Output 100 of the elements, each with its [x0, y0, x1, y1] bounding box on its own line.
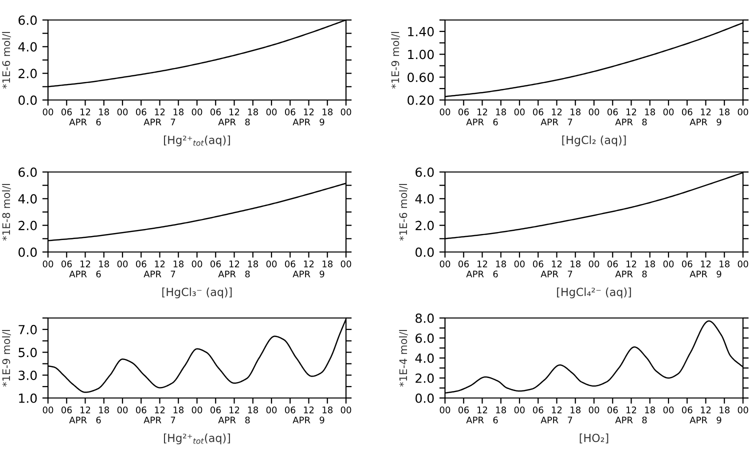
x-tick-label: 00 — [117, 406, 128, 414]
x-tick-label: 18 — [645, 108, 655, 116]
x-tick-label: 18 — [645, 260, 655, 268]
y-tick-label: 0.0 — [18, 95, 37, 105]
x-tick-label: 06 — [607, 108, 618, 116]
y-tick-label: 0.0 — [416, 393, 434, 403]
x-tick-label: 18 — [645, 406, 655, 414]
y-tick-label: 2.0 — [416, 373, 434, 383]
x-tick-label: 06 — [607, 406, 618, 414]
y-tick-label: 2.0 — [18, 220, 37, 230]
x-tick-label: 00 — [514, 260, 525, 268]
x-tick-label: 18 — [248, 406, 258, 414]
x-tick-label: 00 — [266, 260, 277, 268]
y-tick-label: 6.0 — [18, 167, 37, 177]
x-tick-label: 00 — [514, 108, 525, 116]
y-tick-label: 4.0 — [415, 353, 434, 363]
x-tick-label: 18 — [720, 108, 730, 116]
x-tick-label: 00 — [663, 108, 674, 116]
x-tick-label: 06 — [532, 108, 544, 116]
x-tick-label: 18 — [174, 406, 184, 414]
x-tick-label: 06 — [284, 108, 296, 116]
x-tick-label: 06 — [458, 406, 469, 414]
x-tick-label: 18 — [99, 406, 109, 414]
x-tick-label: 00 — [440, 108, 450, 116]
y-axis-title: *1E-9 mol/l — [391, 32, 400, 89]
x-tick-label: 06 — [682, 406, 692, 414]
x-axis-title: [HgCl₄²⁻ (aq)] — [557, 288, 631, 298]
x-tick-label: 18 — [496, 108, 506, 116]
y-tick-label: 0.0 — [18, 247, 37, 257]
y-tick-label: 0.20 — [408, 95, 434, 105]
y-axis-title: *1E-8 mol/l — [2, 184, 11, 241]
x-tick-label: 18 — [720, 260, 730, 268]
x-tick-label: 18 — [322, 260, 332, 268]
x-tick-label: 00 — [738, 260, 748, 268]
x-tick-label: 18 — [570, 260, 580, 268]
x-tick-label: 06 — [210, 406, 221, 414]
x-tick-label: 06 — [532, 260, 544, 268]
y-tick-label: 0.60 — [408, 72, 434, 82]
x-tick-label: 18 — [322, 108, 332, 116]
x-tick-label: 06 — [682, 260, 692, 268]
x-tick-label: 06 — [61, 406, 72, 414]
x-tick-label: 06 — [284, 260, 296, 268]
y-axis-title: *1E-9 mol/l — [2, 330, 11, 387]
x-axis-title: [HgCl₂ (aq)] — [562, 136, 626, 146]
x-tick-label: 00 — [192, 406, 202, 414]
y-tick-label: 8.0 — [416, 313, 434, 323]
x-tick-label: 06 — [136, 260, 146, 268]
y-tick-label: 1.0 — [19, 393, 37, 403]
y-tick-label: 2.0 — [416, 220, 434, 230]
x-tick-label: 06 — [458, 108, 469, 116]
y-tick-label: 5.0 — [18, 348, 37, 358]
x-tick-label: 00 — [266, 406, 277, 414]
y-tick-label: 6.0 — [416, 333, 434, 343]
x-tick-label: 18 — [174, 108, 184, 116]
x-tick-label: 18 — [570, 108, 580, 116]
x-tick-label: 00 — [192, 260, 202, 268]
x-tick-label: 00 — [117, 260, 128, 268]
x-tick-label: 06 — [210, 108, 221, 116]
x-tick-label: 00 — [588, 406, 600, 414]
y-tick-label: 0.0 — [416, 247, 434, 257]
x-tick-label: 00 — [440, 406, 450, 414]
x-tick-label: 00 — [588, 108, 600, 116]
x-tick-label: 06 — [61, 108, 72, 116]
x-tick-label: 18 — [174, 260, 184, 268]
y-tick-label: 7.0 — [18, 324, 37, 334]
x-tick-label: 18 — [99, 260, 109, 268]
y-axis-title: *1E-6 mol/l — [399, 184, 408, 241]
x-tick-label: 06 — [61, 260, 72, 268]
x-tick-label: 06 — [682, 108, 692, 116]
x-tick-label: 18 — [570, 406, 580, 414]
y-tick-label: 1.00 — [408, 50, 434, 60]
x-tick-label: 00 — [663, 260, 674, 268]
x-tick-label: 18 — [248, 108, 258, 116]
x-tick-label: 00 — [440, 260, 450, 268]
y-tick-label: 6.0 — [416, 167, 434, 177]
x-tick-label: 00 — [340, 260, 352, 268]
x-tick-label: 18 — [248, 260, 258, 268]
x-tick-label: 06 — [136, 108, 146, 116]
y-tick-label: 6.0 — [18, 15, 37, 25]
x-tick-label: 00 — [588, 260, 600, 268]
x-tick-label: 06 — [284, 406, 296, 414]
y-axis-title: *1E-4 mol/l — [399, 330, 408, 387]
x-tick-label: 18 — [322, 406, 332, 414]
y-tick-label: 4.0 — [18, 42, 37, 52]
x-tick-label: 18 — [99, 108, 109, 116]
y-tick-label: 2.0 — [18, 68, 37, 78]
x-tick-label: 06 — [136, 406, 146, 414]
x-tick-label: 06 — [210, 260, 221, 268]
x-tick-label: 00 — [117, 108, 128, 116]
y-tick-label: 1.40 — [408, 26, 434, 36]
x-tick-label: 00 — [738, 406, 748, 414]
x-tick-label: 00 — [42, 108, 54, 116]
x-tick-label: 00 — [266, 108, 277, 116]
x-tick-label: 06 — [458, 260, 469, 268]
x-tick-label: 00 — [663, 406, 674, 414]
x-tick-label: 06 — [532, 406, 544, 414]
x-tick-label: 00 — [340, 406, 352, 414]
x-tick-label: 18 — [496, 406, 506, 414]
x-tick-label: 00 — [514, 406, 525, 414]
y-tick-label: 4.0 — [415, 194, 434, 204]
